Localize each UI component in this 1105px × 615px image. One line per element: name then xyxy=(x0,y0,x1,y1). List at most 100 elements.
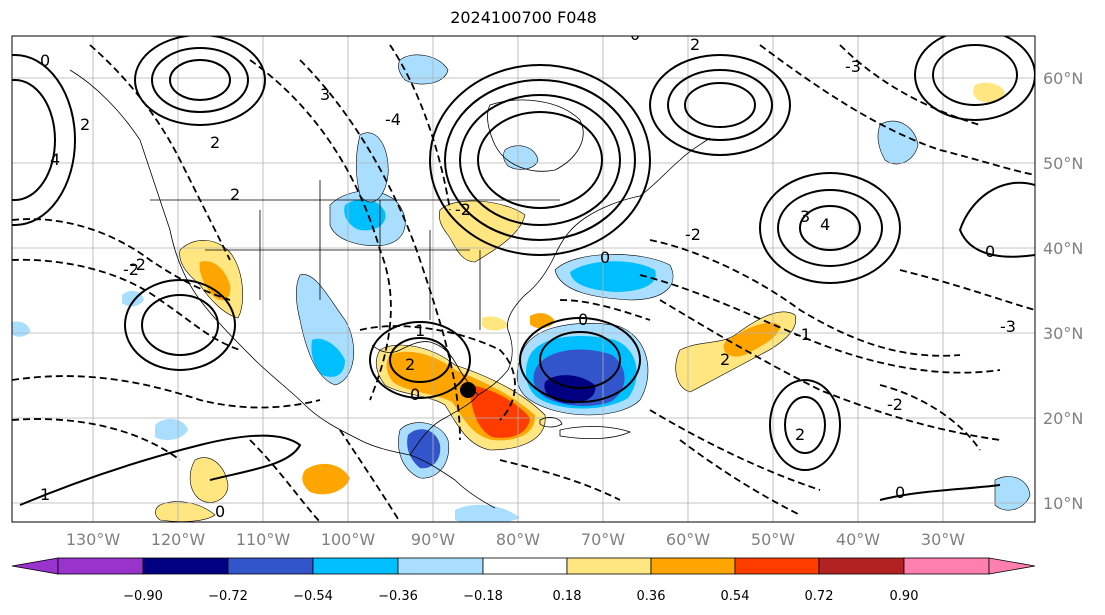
contour-high-central-atlantic-2 xyxy=(777,189,883,267)
contour-label: 2 xyxy=(690,35,700,54)
contour-label: -1 xyxy=(795,325,811,344)
anomaly-pacific-warm-inner xyxy=(155,501,216,522)
contour-atlantic-low-2 xyxy=(539,331,621,389)
dashed-contour-east-1 xyxy=(899,269,1035,311)
colorbar-extend-low xyxy=(11,557,59,575)
contour-south-pacific xyxy=(19,434,302,506)
anomaly-northern-canada-blue xyxy=(398,54,449,85)
colorbar-segment xyxy=(818,557,905,575)
colorbar-tick: 0.18 xyxy=(553,589,582,604)
contour-east-low-1 xyxy=(769,379,841,471)
dashed-contour-northeast-2 xyxy=(839,44,981,126)
dashed-contour-east-2 xyxy=(879,384,981,451)
contour-high-west-edge-1 xyxy=(12,54,76,226)
colorbar-segment xyxy=(734,557,820,575)
dashed-contour-west-1 xyxy=(12,218,231,301)
anomaly-east-atlantic-blue xyxy=(877,120,919,165)
anomaly-plains-blue-strip xyxy=(355,132,389,203)
contour-label: 2 xyxy=(720,350,730,369)
contour-label: -2 xyxy=(130,255,146,274)
contour-label: -2 xyxy=(123,260,139,279)
contour-high-northwest-2 xyxy=(151,47,249,113)
contour-label: 2 xyxy=(230,185,240,204)
colorbar xyxy=(11,557,1036,575)
contour-high-northwest-3 xyxy=(169,59,231,101)
lon-label: 30°W xyxy=(921,530,965,549)
lat-label: 60°N xyxy=(1043,69,1083,88)
contour-label: 1 xyxy=(40,485,50,504)
dashed-contour-northwest-1 xyxy=(89,44,231,261)
latitude-labels: 60°N 50°N 40°N 30°N 20°N 10°N xyxy=(1043,69,1083,513)
dashed-contour-atlantic-1 xyxy=(649,239,961,357)
anomaly-central-america-blue-inner xyxy=(407,429,441,469)
colorbar-tick: 0.72 xyxy=(805,589,834,604)
contour-high-northwest-1 xyxy=(134,36,266,126)
dashed-contour-west-4 xyxy=(12,418,181,461)
anomaly-east-coast-blue-inner xyxy=(570,261,656,292)
contour-label: 0 xyxy=(410,385,420,404)
contour-high-northeast-3 xyxy=(684,82,756,128)
colorbar-tick: 0.36 xyxy=(637,589,666,604)
lon-label: 80°W xyxy=(496,530,540,549)
contours xyxy=(12,36,1035,506)
dashed-contour-west-3 xyxy=(12,375,321,409)
longitude-labels: 130°W 120°W 110°W 100°W 90°W 80°W 70°W 6… xyxy=(66,530,965,549)
map-frame xyxy=(11,35,1036,523)
anomaly-southeast-blue xyxy=(994,476,1031,511)
map-title: 2024100700 F048 xyxy=(450,8,597,27)
contour-labels: 0 2 4 -2 -4 1 -1 3 -3 2 0 -2 0 2 0 2 -2 … xyxy=(40,35,1016,521)
colorbar-tick-labels: −0.90 −0.72 −0.54 −0.36 −0.18 0.18 0.36 … xyxy=(123,589,918,604)
colorbar-segment xyxy=(566,557,652,575)
anomaly-pacific-warm xyxy=(189,457,229,503)
contour-east-edge xyxy=(958,181,1035,258)
colorbar-tick: 0.54 xyxy=(721,589,750,604)
colorbar-segment xyxy=(312,557,399,575)
contour-high-pacific-1 xyxy=(124,279,236,371)
lon-label: 40°W xyxy=(836,530,880,549)
contour-atlantic-low-1 xyxy=(519,317,641,403)
colorbar-tick: −0.90 xyxy=(123,589,163,604)
contour-high-iceland-2 xyxy=(932,44,1018,106)
contour-high-central-atlantic-3 xyxy=(799,205,861,251)
anomaly-mexico-blue-inner xyxy=(311,338,345,377)
contour-high-north-3 xyxy=(459,94,621,226)
lat-label: 50°N xyxy=(1043,154,1083,173)
contour-label: 0 xyxy=(600,248,610,267)
contour-label: -3 xyxy=(1000,317,1016,336)
contour-label: 0 xyxy=(578,310,588,329)
colorbar-segment xyxy=(57,557,144,575)
contour-label: 0 xyxy=(40,51,50,70)
dashed-contour-north-3 xyxy=(389,44,451,211)
lat-label: 20°N xyxy=(1043,409,1083,428)
dashed-contour-central-america xyxy=(499,459,621,501)
lon-label: 70°W xyxy=(581,530,625,549)
contour-label: -2 xyxy=(455,200,471,219)
anomaly-iceland-warm xyxy=(973,82,1005,103)
colorbar-segment xyxy=(903,557,990,575)
dashed-contour-gulf-ring xyxy=(359,325,516,421)
anomaly-great-lakes-warm xyxy=(438,200,526,263)
dashed-contour-southwest-2 xyxy=(339,429,401,522)
contour-label: -2 xyxy=(887,395,903,414)
dashed-contour-southwest-1 xyxy=(249,439,321,522)
contour-gulf-1 xyxy=(369,321,471,399)
dashed-contour-northeast-1 xyxy=(759,44,1035,176)
contour-label: 3 xyxy=(800,207,810,226)
coastlines xyxy=(69,69,711,509)
contour-east-low-2 xyxy=(784,396,826,454)
dashed-contour-atlantic-5 xyxy=(679,439,801,516)
anomaly-pacific-orange xyxy=(302,463,350,495)
colorbar-segment xyxy=(650,557,736,575)
anomaly-bottom-blue xyxy=(455,504,520,522)
contour-label: -2 xyxy=(685,225,701,244)
lon-label: 60°W xyxy=(666,530,710,549)
contours-dashed xyxy=(12,44,1035,522)
map-content: 0 2 4 -2 -4 1 -1 3 -3 2 0 -2 0 2 0 2 -2 … xyxy=(12,35,1035,522)
contour-label: 2 xyxy=(210,133,220,152)
colorbar-segment xyxy=(482,557,568,575)
contour-high-iceland-1 xyxy=(914,36,1035,121)
lat-label: 40°N xyxy=(1043,239,1083,258)
anomaly-mid-atlantic-warm-inner xyxy=(723,322,780,357)
anomaly-gulf-warm-core xyxy=(470,385,530,438)
